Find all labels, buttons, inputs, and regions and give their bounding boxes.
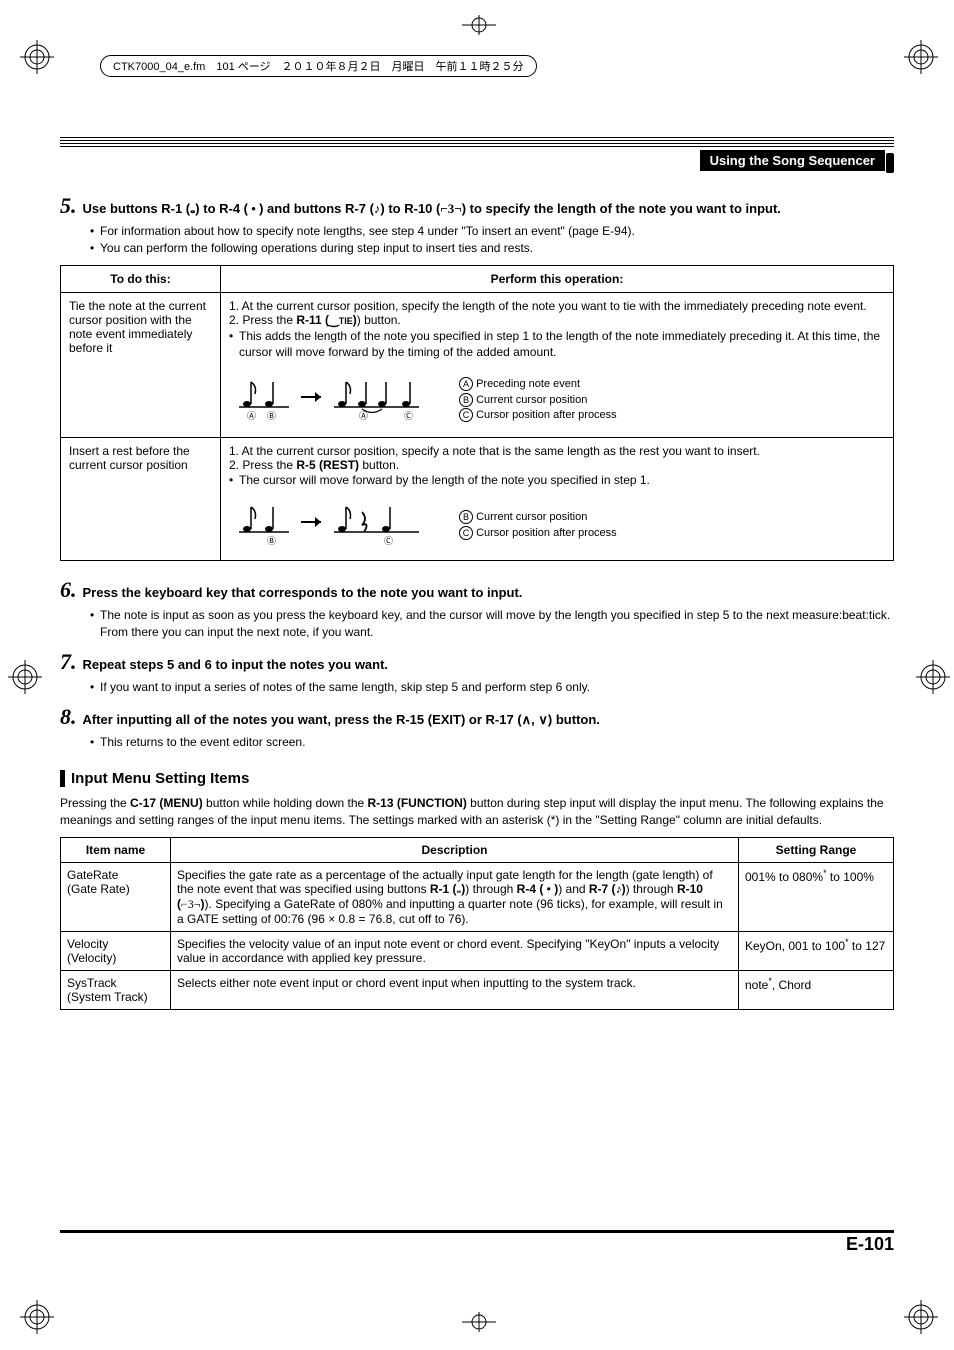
docinfo-line: CTK7000_04_e.fm 101 ページ ２０１０年８月２日 月曜日 午前… <box>100 55 537 77</box>
dot-icon: • <box>543 882 554 896</box>
settings-row2-range: note*, Chord <box>739 970 894 1009</box>
up-down-icon: ∧, ∨ <box>522 712 548 727</box>
settings-row1-desc: Specifies the velocity value of an input… <box>171 931 739 970</box>
step5-bullet-1: You can perform the following operations… <box>90 240 894 257</box>
settings-header-range: Setting Range <box>739 837 894 862</box>
step8-text-b: ) button. <box>548 712 600 727</box>
step5-bullets: For information about how to specify not… <box>90 223 894 257</box>
ops-header-op: Perform this operation: <box>221 265 894 292</box>
step5-text-b: ) to R-4 ( <box>195 201 248 216</box>
svg-text:Ⓒ: Ⓒ <box>404 411 413 421</box>
step8-text-a: After inputting all of the notes you wan… <box>83 712 522 727</box>
settings-table: Item name Description Setting Range Gate… <box>60 837 894 1010</box>
step8-bullets: This returns to the event editor screen. <box>90 734 894 751</box>
ops-row1-bul1: This adds the length of the note you spe… <box>229 328 885 362</box>
ops-header-todo: To do this: <box>61 265 221 292</box>
ops-row2-todo: Insert a rest before the current cursor … <box>61 438 221 561</box>
step5-heading: 5. Use buttons R-1 (𝅝) to R-4 ( • ) and … <box>60 193 894 219</box>
ops-row1-line2: 2. Press the R-11 (‿TIE)) button. <box>229 313 885 328</box>
svg-text:Ⓐ: Ⓐ <box>247 411 256 421</box>
tie-legend: A Preceding note event B Current cursor … <box>459 377 617 423</box>
settings-row2-name: SysTrack (System Track) <box>61 970 171 1009</box>
step7-num: 7. <box>60 649 77 675</box>
settings-row2-desc: Selects either note event input or chord… <box>171 970 739 1009</box>
step7-text: Repeat steps 5 and 6 to input the notes … <box>83 651 895 672</box>
step5-num: 5. <box>60 193 77 219</box>
tie-icon: ‿ <box>329 313 339 327</box>
triplet-icon: ⌐3¬ <box>440 201 461 216</box>
tab-notch <box>886 153 894 173</box>
svg-text:Ⓐ: Ⓐ <box>359 411 368 421</box>
ops-row2-line2: 2. Press the R-5 (REST) button. <box>229 458 885 472</box>
step7-heading: 7. Repeat steps 5 and 6 to input the not… <box>60 649 894 675</box>
tie-diagram: Ⓐ Ⓑ Ⓐ Ⓒ <box>229 372 429 425</box>
step8-heading: 8. After inputting all of the notes you … <box>60 704 894 730</box>
rest-legend: B Current cursor position C Cursor posit… <box>459 510 617 541</box>
step6-num: 6. <box>60 577 77 603</box>
ops-row1-todo: Tie the note at the current cursor posit… <box>61 292 221 438</box>
triplet-icon: ⌐3¬ <box>181 897 201 911</box>
svg-text:Ⓑ: Ⓑ <box>267 536 276 546</box>
page-footer: E-101 <box>60 1230 894 1255</box>
step6-bullet-0: The note is input as soon as you press t… <box>90 607 894 641</box>
ops-row1-op: 1. At the current cursor position, speci… <box>221 292 894 438</box>
settings-row0-range: 001% to 080%* to 100% <box>739 862 894 931</box>
ops-row2-line1: 1. At the current cursor position, speci… <box>229 444 885 458</box>
step6-heading: 6. Press the keyboard key that correspon… <box>60 577 894 603</box>
ops-row2-op: 1. At the current cursor position, speci… <box>221 438 894 561</box>
step5-text-d: ) to R-10 ( <box>380 201 440 216</box>
svg-text:Ⓒ: Ⓒ <box>384 536 393 546</box>
settings-row1-name: Velocity (Velocity) <box>61 931 171 970</box>
ops-row2-bul1: The cursor will move forward by the leng… <box>229 472 885 489</box>
step7-bullet-0: If you want to input a series of notes o… <box>90 679 894 696</box>
crop-mark-bc <box>462 1312 492 1342</box>
page-header: Using the Song Sequencer <box>60 137 894 173</box>
operations-table: To do this: Perform this operation: Tie … <box>60 265 894 562</box>
settings-header-name: Item name <box>61 837 171 862</box>
step5-text-a: Use buttons R-1 ( <box>83 201 191 216</box>
settings-row0-name: GateRate (Gate Rate) <box>61 862 171 931</box>
input-menu-intro: Pressing the C-17 (MENU) button while ho… <box>60 795 894 829</box>
ops-row1-line1: 1. At the current cursor position, speci… <box>229 299 885 313</box>
step5-bullet-0: For information about how to specify not… <box>90 223 894 240</box>
settings-row1-range: KeyOn, 001 to 100* to 127 <box>739 931 894 970</box>
input-menu-heading: Input Menu Setting Items <box>60 770 894 787</box>
settings-row0-desc: Specifies the gate rate as a percentage … <box>171 862 739 931</box>
svg-text:Ⓑ: Ⓑ <box>267 411 276 421</box>
step6-bullets: The note is input as soon as you press t… <box>90 607 894 641</box>
step6-text: Press the keyboard key that corresponds … <box>83 579 895 600</box>
page-number: E-101 <box>60 1234 894 1255</box>
step5-text-e: ) to specify the length of the note you … <box>462 201 781 216</box>
step7-bullets: If you want to input a series of notes o… <box>90 679 894 696</box>
step5-text-c: ) and buttons R-7 ( <box>259 201 374 216</box>
rest-diagram: Ⓑ Ⓒ <box>229 497 429 550</box>
settings-header-desc: Description <box>171 837 739 862</box>
step8-num: 8. <box>60 704 77 730</box>
step8-bullet-0: This returns to the event editor screen. <box>90 734 894 751</box>
dot-icon: • <box>248 201 259 216</box>
section-label: Using the Song Sequencer <box>700 150 885 171</box>
